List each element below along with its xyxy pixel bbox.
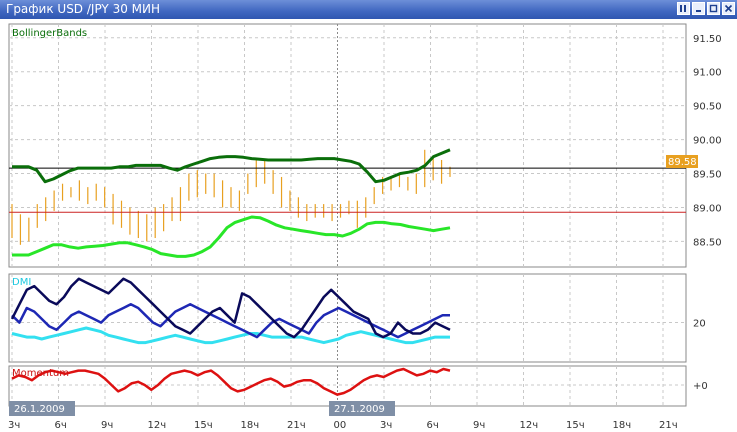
price-tick-label: 88.50 [693, 237, 722, 248]
lower-band-line [12, 215, 451, 258]
x-tick-label: 21ч [287, 420, 306, 431]
axis-labels: 91.50 91.00 90.50 90.00 89.50 89.00 88.50 3ч 6ч 9… [8, 34, 722, 431]
price-panel-title: BollingerBands [12, 28, 87, 39]
x-tick-label: 6ч [55, 420, 67, 431]
momentum-series [11, 367, 451, 396]
price-tick-label: 90.00 [693, 136, 722, 147]
dmi-panel-title: DMI [12, 277, 31, 288]
close-icon[interactable] [722, 2, 735, 15]
dmi-panel [8, 273, 687, 363]
x-tick-label: 15ч [194, 420, 213, 431]
current-price-tag: 89.58 [666, 155, 698, 168]
x-tick-label: 6ч [427, 420, 439, 431]
dmi-series [10, 277, 451, 345]
price-tick-label: 90.50 [693, 102, 722, 113]
restore-icon[interactable] [692, 2, 705, 15]
x-tick-label: 3ч [8, 420, 20, 431]
date-label-text-1: 26.1.2009 [14, 404, 65, 415]
momentum-line [11, 367, 451, 396]
price-tick-label: 89.50 [693, 170, 722, 181]
dmi-cyan-line [11, 326, 450, 345]
price-series [9, 148, 686, 258]
x-tick-label: 00 [334, 420, 347, 431]
window-title: График USD /JPY 30 МИН [6, 2, 161, 16]
x-tick-label: 12ч [520, 420, 539, 431]
upper-band-line [12, 148, 451, 184]
price-tick-label: 91.00 [693, 68, 722, 79]
x-tick-label: 15ч [566, 420, 585, 431]
momentum-panel [8, 365, 687, 407]
x-tick-label: 21ч [659, 420, 678, 431]
x-tick-label: 18ч [241, 420, 260, 431]
maximize-icon[interactable] [707, 2, 720, 15]
window-titlebar[interactable]: График USD /JPY 30 МИН [0, 0, 737, 19]
momentum-tick-label: +0 [693, 381, 708, 392]
grid-lines [9, 24, 686, 406]
chart-area[interactable]: 91.50 91.00 90.50 90.00 89.50 89.00 88.50 3ч 6ч 9… [0, 19, 737, 432]
price-tick-label: 89.00 [693, 203, 722, 214]
dmi-dark-line [10, 277, 451, 339]
minimize-icon[interactable] [677, 2, 690, 15]
dmi-blue-line [11, 303, 450, 339]
x-tick-label: 9ч [101, 420, 113, 431]
date-label-text-2: 27.1.2009 [334, 404, 385, 415]
date-label-2: 27.1.2009 [329, 401, 395, 416]
momentum-panel-title: Momentum [12, 368, 69, 379]
x-tick-label: 18ч [613, 420, 632, 431]
x-tick-label: 3ч [380, 420, 392, 431]
date-label-1: 26.1.2009 [9, 401, 75, 416]
x-tick-label: 12ч [148, 420, 167, 431]
price-tick-label: 91.50 [693, 34, 722, 45]
dmi-tick-label: 20 [693, 319, 706, 330]
current-price-label: 89.58 [668, 157, 697, 168]
x-tick-label: 9ч [473, 420, 485, 431]
price-panel [8, 23, 687, 268]
